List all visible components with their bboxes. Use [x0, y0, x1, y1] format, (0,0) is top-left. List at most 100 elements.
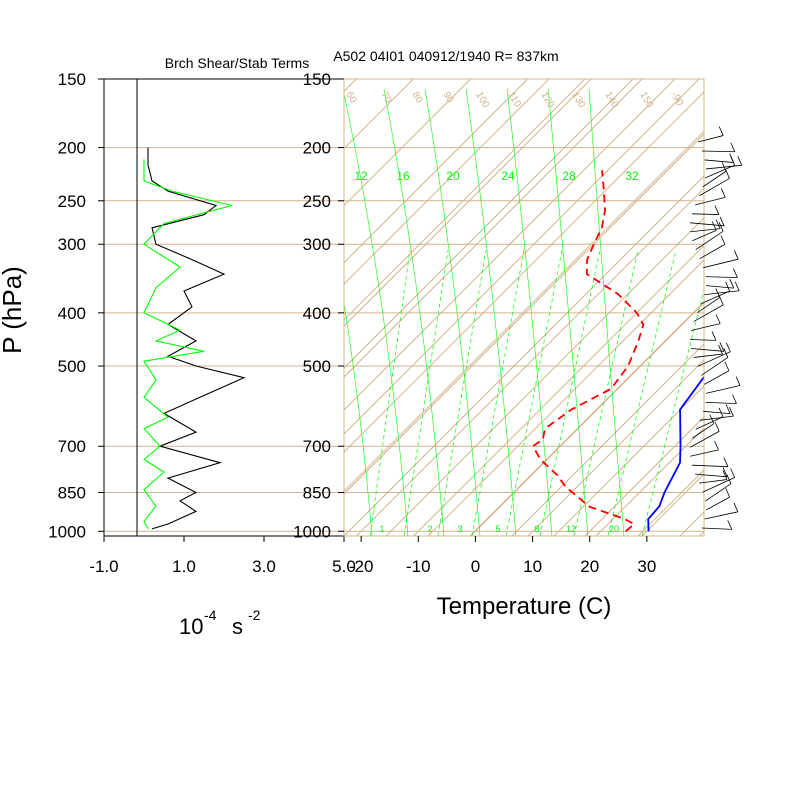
mixing-ratio-label-bottom: 5	[495, 524, 500, 534]
wind-barb-flag	[730, 468, 736, 478]
mixing-ratio-line	[369, 249, 411, 536]
wind-barb-staff	[701, 357, 729, 376]
moist-adiabat	[506, 88, 553, 536]
mixing-ratio-label-top: 28	[562, 169, 576, 183]
wind-barb-flag	[725, 342, 731, 352]
dry-adiabat	[344, 79, 634, 369]
wind-barb-flag	[733, 268, 738, 278]
skewt-pressure-ticks: 150 200 250 300 400 500 700 850 1000	[293, 70, 344, 541]
skewt-pressure-tick-label: 850	[303, 484, 331, 503]
wind-barb-staff	[693, 304, 724, 322]
wind-barb-flag	[725, 487, 731, 498]
temperature-axis-label: Temperature (C)	[437, 593, 612, 620]
wind-barb-staff	[695, 416, 724, 430]
temp-tick-label: 30	[637, 557, 656, 576]
dry-adiabat	[344, 79, 550, 285]
isotherm	[413, 244, 704, 536]
skewt-pressure-tick-label: 150	[303, 70, 331, 89]
wind-barb-staff	[705, 285, 734, 289]
wind-barb-staff	[703, 258, 739, 269]
units-exponent: -4	[204, 607, 217, 623]
isotherm	[356, 187, 704, 536]
wind-barb-staff	[703, 410, 731, 415]
wind-barb-flag	[724, 361, 730, 371]
wind-barb-flag	[711, 221, 717, 231]
dry-adiabat	[344, 91, 704, 453]
moist-adiabat	[344, 92, 409, 536]
mixing-ratio-label-top: 20	[446, 169, 460, 183]
wind-barb-staff	[704, 290, 740, 296]
wind-barb-flag	[735, 376, 741, 386]
mixing-ratio-line	[505, 249, 563, 536]
mixing-ratio-label-bottom: 2	[427, 524, 432, 534]
wind-barb-staff	[699, 479, 728, 484]
dry-adiabat	[385, 217, 704, 536]
left-pressure-tick-label: 1000	[48, 522, 86, 541]
wind-barb-flag	[733, 502, 739, 512]
left-pressure-tick-label: 700	[58, 437, 86, 456]
wind-barb-staff	[691, 464, 728, 468]
wind-barb-flag	[718, 344, 723, 355]
wind-barb-staff	[695, 473, 728, 478]
wind-barb-staff	[701, 150, 735, 153]
wind-barb-staff	[699, 415, 734, 421]
wind-barb-staff	[699, 244, 726, 260]
left-x-tick-label: 3.0	[252, 557, 276, 576]
skewt-frame	[343, 78, 705, 537]
wind-barb-flag	[714, 205, 720, 215]
left-pressure-tick-label: 200	[58, 139, 86, 158]
isotherm	[470, 302, 704, 536]
wind-barb-staff	[705, 401, 737, 404]
temp-tick-label: 0	[471, 557, 480, 576]
wind-barb-flag	[723, 348, 729, 358]
temp-tick-label: 10	[523, 557, 542, 576]
wind-barb-staff	[701, 290, 730, 304]
wind-barb-staff	[689, 339, 716, 341]
wind-barb-flag	[729, 278, 735, 289]
mixing-ratio-label-bottom: 8	[534, 524, 539, 534]
mixing-ratio-label-bottom: 12	[566, 524, 576, 534]
wind-barb-staff	[690, 430, 720, 448]
moist-adiabat	[383, 88, 445, 536]
skewt-pressure-tick-label: 500	[303, 357, 331, 376]
wind-barb-flag	[715, 219, 721, 229]
wind-barb-staff	[695, 196, 726, 206]
wind-barb-flag	[733, 250, 739, 260]
mixing-ratio-line	[641, 288, 704, 536]
wind-barb-flag	[720, 188, 726, 198]
wind-barb-staff	[705, 483, 732, 502]
skewt-pressure-tick-label: 1000	[293, 522, 331, 541]
shear-term-line	[147, 147, 246, 530]
wind-barb-staff	[702, 170, 727, 188]
mixing-ratio-label-top: 24	[501, 169, 515, 183]
dry-adiabat	[344, 79, 592, 327]
moist-adiabat	[424, 88, 481, 536]
shear-units-label: 10 -4 s -2	[179, 607, 261, 639]
mixing-ratio-line	[437, 249, 487, 536]
wind-barb-flag	[722, 470, 728, 480]
isotherm-label: 100	[473, 90, 491, 110]
dry-adiabat	[511, 343, 704, 536]
wind-barb-flag	[725, 404, 731, 414]
mixing-ratio-label-bottom: 3	[457, 524, 462, 534]
wind-barb-staff	[701, 527, 732, 530]
mixing-ratio-label-top: 16	[396, 169, 410, 183]
wind-barb-staff	[697, 297, 720, 313]
wind-barb-flag	[718, 126, 724, 136]
isotherm-label: -90	[668, 90, 685, 108]
wind-barbs	[689, 126, 743, 530]
wind-barb-staff	[704, 370, 730, 385]
left-x-tick-label: 1.0	[172, 557, 196, 576]
left-x-tick-label: -1.0	[89, 557, 118, 576]
moist-adiabat	[465, 88, 517, 536]
left-series-group	[143, 147, 246, 530]
wind-barb-staff	[705, 385, 741, 394]
mixing-ratio-line	[539, 249, 601, 536]
dry-adiabat	[679, 511, 704, 536]
wind-barb-flag	[725, 281, 731, 292]
wind-barb-flag	[729, 406, 734, 417]
isotherm-label: 130	[569, 90, 587, 110]
wind-barb-staff	[690, 323, 721, 331]
wind-barb-staff	[697, 351, 731, 367]
